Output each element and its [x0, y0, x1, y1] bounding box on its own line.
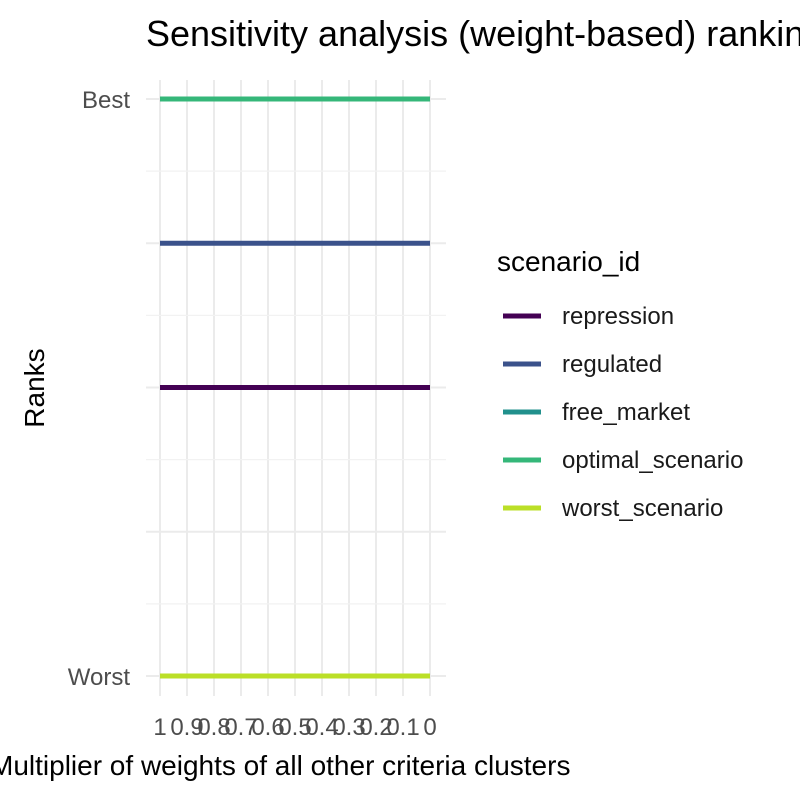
legend-label-worst_scenario: worst_scenario	[561, 495, 723, 522]
x-tick-label: 0.3	[332, 714, 365, 741]
x-tick-label: 0.9	[170, 714, 203, 741]
x-tick-label: 0.2	[359, 714, 392, 741]
y-tick-label: Worst	[68, 664, 131, 691]
legend-label-free_market: free_market	[562, 399, 690, 426]
series-lines	[160, 96, 430, 679]
legend-label-optimal_scenario: optimal_scenario	[562, 447, 743, 474]
y-axis-ticks: Best Worst	[68, 87, 131, 691]
x-tick-label: 0.1	[386, 714, 419, 741]
x-tick-label: 0.7	[224, 714, 257, 741]
legend-label-regulated: regulated	[562, 351, 662, 378]
legend: scenario_id repression regulated free_mark…	[497, 246, 743, 522]
x-tick-label: 0.6	[251, 714, 284, 741]
legend-items: repression regulated free_market optimal_sc…	[503, 303, 743, 522]
plot-panel	[146, 80, 446, 696]
legend-title: scenario_id	[497, 246, 640, 277]
y-tick-label: Best	[82, 87, 130, 114]
y-axis-title: Ranks	[19, 348, 50, 427]
x-tick-label: 0.5	[278, 714, 311, 741]
x-tick-label: 1	[153, 714, 166, 741]
x-axis-title: Multiplier of weights of all other crite…	[0, 750, 570, 781]
x-tick-label: 0.8	[197, 714, 230, 741]
x-tick-label: 0	[423, 714, 436, 741]
x-tick-label: 0.4	[305, 714, 338, 741]
legend-label-repression: repression	[562, 303, 674, 330]
x-axis-ticks: 1 0.90.80.70.60.50.40.30.20.1 0	[153, 714, 436, 741]
chart-title: Sensitivity analysis (weight-based) rank…	[146, 13, 800, 54]
